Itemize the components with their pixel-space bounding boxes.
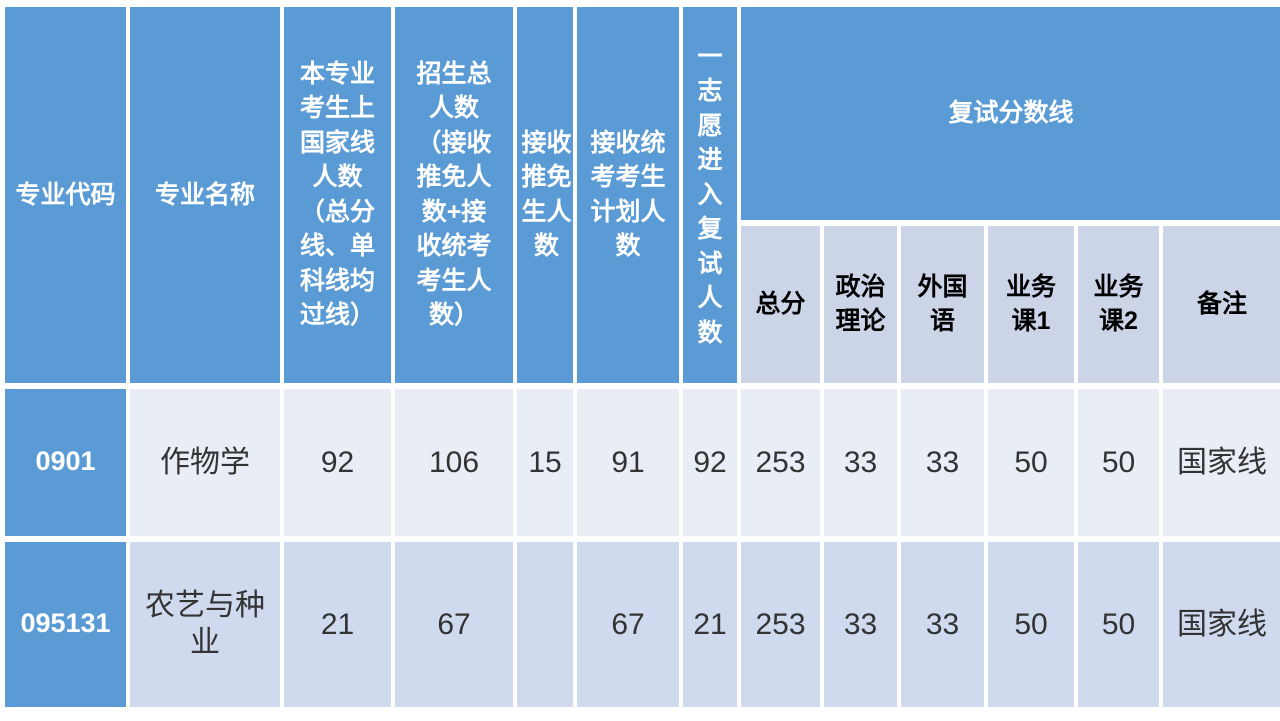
header-recommended-exempt-label: 接收推免生人数 (521, 128, 572, 261)
subheader-foreign-language: 外国语 (897, 219, 988, 389)
row0-foreign-cell: 33 (897, 382, 988, 542)
row0-total-score-cell: 253 (737, 382, 824, 542)
row0-name-cell: 作物学 (126, 382, 284, 542)
header-unified-exam-plan: 接收统考考生计划人数 (573, 1, 683, 389)
table-row-0901: 0901 作物学 92 106 15 91 92 253 33 33 50 50… (1, 382, 1280, 542)
row1-remark-cell: 国家线 (1158, 535, 1280, 714)
row1-exempt-cell (513, 535, 577, 714)
row1-plan-cell: 67 (573, 535, 683, 714)
header-specialty-code: 专业代码 (1, 1, 130, 389)
subheader-politics-theory-label: 政治理论 (835, 272, 886, 336)
row0-code-cell: 0901 (1, 382, 130, 542)
row0-exempt-cell: 15 (513, 382, 577, 542)
header-unified-exam-plan-label: 接收统考考生计划人数 (590, 128, 666, 261)
header-specialty-name: 专业名称 (126, 1, 284, 389)
subheader-remark: 备注 (1158, 219, 1280, 389)
header-total-enrollment-label: 招生总人数（接收推免人数+接收统考考生人数） (416, 59, 492, 330)
row1-code-cell: 095131 (1, 535, 130, 714)
row0-plan-cell: 91 (573, 382, 683, 542)
row1-total-score-cell: 253 (737, 535, 824, 714)
row1-politics-cell: 33 (820, 535, 901, 714)
row1-course2-cell: 50 (1074, 535, 1163, 714)
subheader-course2-label: 业务课2 (1093, 272, 1144, 336)
row0-politics-cell: 33 (820, 382, 901, 542)
row0-course1-cell: 50 (984, 382, 1078, 542)
subheader-politics-theory: 政治理论 (820, 219, 901, 389)
header-total-enrollment: 招生总人数（接收推免人数+接收统考考生人数） (391, 1, 517, 389)
row1-foreign-cell: 33 (897, 535, 988, 714)
subheader-total-score: 总分 (737, 219, 824, 389)
row0-remark-cell: 国家线 (1158, 382, 1280, 542)
row1-retest-cell: 21 (679, 535, 741, 714)
subheader-foreign-language-label: 外国语 (917, 272, 968, 336)
header-first-choice-retest-label: 一志愿进入复试人数 (697, 42, 723, 347)
header-recommended-exempt: 接收推免生人数 (513, 1, 577, 389)
header-first-choice-retest: 一志愿进入复试人数 (679, 1, 741, 389)
header-row-sub: 总分 政治理论 外国语 业务课1 业务课2 备注 (3, 219, 1280, 389)
subheader-course2: 业务课2 (1074, 219, 1163, 389)
header-row-main: 专业代码 专业名称 本专业考生上国家线人数（总分线、单科线均过线） 招生总人数（… (1, 1, 1280, 389)
subheader-course1-label: 业务课1 (1005, 272, 1056, 336)
row1-enroll-total-cell: 67 (391, 535, 517, 714)
row0-above-line-cell: 92 (280, 382, 395, 542)
row0-course2-cell: 50 (1074, 382, 1163, 542)
row1-above-line-cell: 21 (280, 535, 395, 714)
header-retest-score-line-group: 复试分数线 (736, 1, 1280, 226)
header-above-national-line-label: 本专业考生上国家线人数（总分线、单科线均过线） (299, 59, 375, 330)
row1-course1-cell: 50 (984, 535, 1078, 714)
table-row-095131: 095131 农艺与种业 21 67 67 21 253 33 33 50 50… (1, 535, 1280, 714)
row1-name-cell: 农艺与种业 (126, 535, 284, 714)
row0-enroll-total-cell: 106 (391, 382, 517, 542)
subheader-course1: 业务课1 (984, 219, 1078, 389)
header-above-national-line: 本专业考生上国家线人数（总分线、单科线均过线） (280, 1, 395, 389)
row0-retest-cell: 92 (679, 382, 741, 542)
